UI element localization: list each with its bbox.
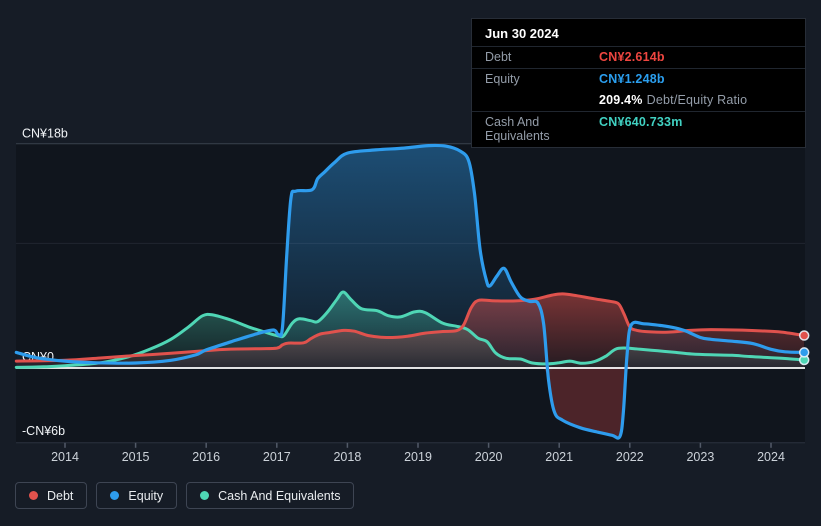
debt-dot-icon — [29, 491, 38, 500]
x-axis-label-2022: 2022 — [616, 450, 644, 464]
x-axis-label-2024: 2024 — [757, 450, 785, 464]
x-axis-label-2016: 2016 — [192, 450, 220, 464]
debt-equity-history-chart: CN¥18bCN¥0-CN¥6b201420152016201720182019… — [0, 0, 821, 526]
cash-dot-icon — [200, 491, 209, 500]
chart-tooltip: Jun 30 2024 Debt CN¥2.614b Equity CN¥1.2… — [471, 18, 806, 148]
tooltip-row-cash: Cash And Equivalents CN¥640.733m — [472, 111, 805, 147]
tooltip-equity-label: Equity — [485, 72, 599, 86]
x-axis-label-2014: 2014 — [51, 450, 79, 464]
tooltip-row-equity: Equity CN¥1.248b — [472, 68, 805, 90]
tooltip-ratio-value: 209.4% — [599, 93, 643, 107]
x-axis-label-2019: 2019 — [404, 450, 432, 464]
legend-cash-label: Cash And Equivalents — [218, 489, 340, 503]
legend-item-equity[interactable]: Equity — [96, 482, 177, 509]
tooltip-debt-value: CN¥2.614b — [599, 50, 665, 64]
equity-end-marker[interactable] — [800, 348, 809, 357]
x-axis-label-2015: 2015 — [122, 450, 150, 464]
equity-dot-icon — [110, 491, 119, 500]
y-axis-label: -CN¥6b — [22, 424, 65, 438]
x-axis-label-2018: 2018 — [333, 450, 361, 464]
tooltip-ratio: 209.4% Debt/Equity Ratio — [599, 93, 747, 107]
legend-equity-label: Equity — [128, 489, 163, 503]
tooltip-debt-label: Debt — [485, 50, 599, 64]
legend-item-debt[interactable]: Debt — [15, 482, 87, 509]
tooltip-cash-label: Cash And Equivalents — [485, 115, 599, 143]
tooltip-cash-value: CN¥640.733m — [599, 115, 683, 129]
tooltip-ratio-label: Debt/Equity Ratio — [647, 93, 748, 107]
tooltip-equity-value: CN¥1.248b — [599, 72, 665, 86]
legend-debt-label: Debt — [47, 489, 73, 503]
x-axis-label-2020: 2020 — [475, 450, 503, 464]
chart-legend: Debt Equity Cash And Equivalents — [15, 482, 354, 509]
tooltip-date: Jun 30 2024 — [472, 19, 805, 46]
tooltip-row-ratio: 209.4% Debt/Equity Ratio — [472, 90, 805, 111]
tooltip-row-debt: Debt CN¥2.614b — [472, 46, 805, 68]
y-axis-label: CN¥18b — [22, 127, 68, 141]
x-axis-label-2023: 2023 — [686, 450, 714, 464]
debt-end-marker[interactable] — [800, 331, 809, 340]
x-axis-label-2021: 2021 — [545, 450, 573, 464]
legend-item-cash[interactable]: Cash And Equivalents — [186, 482, 354, 509]
x-axis-label-2017: 2017 — [263, 450, 291, 464]
